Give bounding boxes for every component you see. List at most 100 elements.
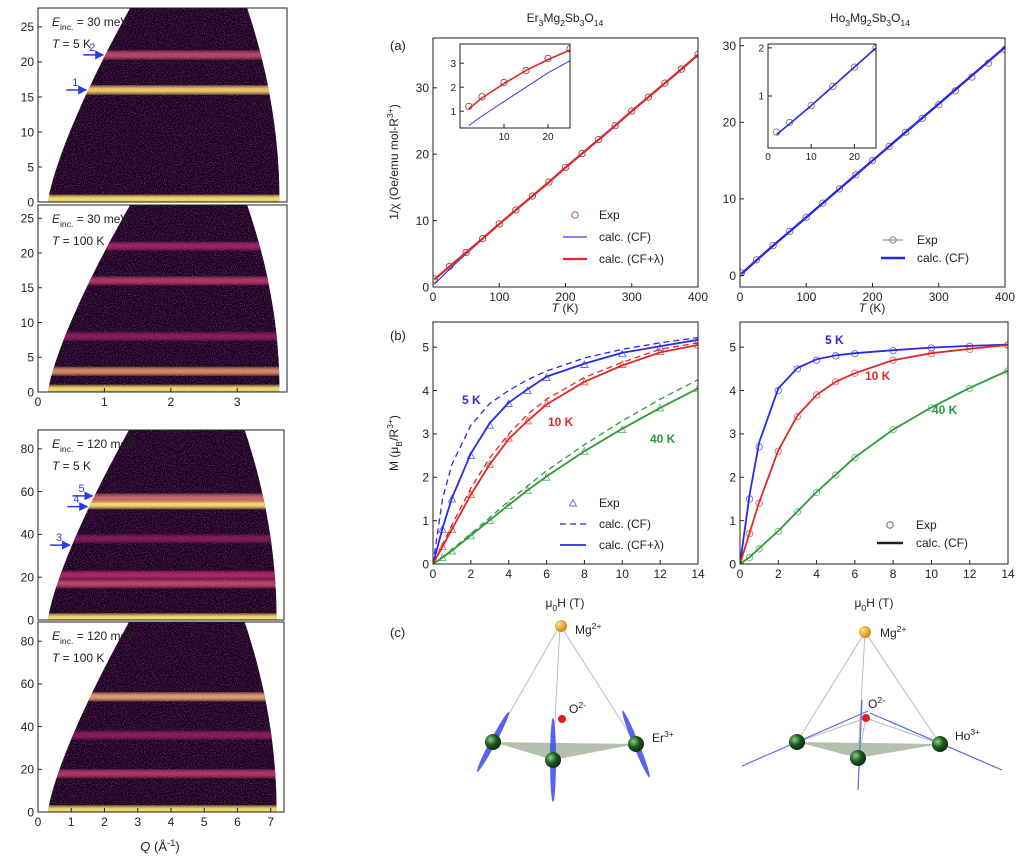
- x-tick-label: 2: [775, 567, 782, 581]
- plot-frame: [459, 43, 571, 129]
- text-part: M (: [387, 454, 401, 471]
- panel-title: Einc. = 30 meV: [52, 15, 128, 32]
- center-label: O2-: [868, 695, 885, 711]
- x-tick-label: 14: [691, 567, 705, 581]
- y-tick-label: 1: [758, 92, 764, 103]
- text-part: T: [52, 459, 61, 473]
- y-tick-label: 1: [729, 514, 736, 528]
- text-part: inc.: [60, 22, 73, 32]
- x-tick-label: 2: [101, 815, 108, 829]
- data-point: [466, 490, 476, 499]
- text-part: 2-: [877, 695, 885, 705]
- text-part: 3+: [385, 419, 395, 429]
- o-ion: [558, 715, 566, 723]
- mg-ion: [859, 626, 871, 638]
- y-axis-label: M (μB/R3+): [385, 415, 404, 471]
- x-tick-label: 2: [167, 395, 174, 409]
- bond: [796, 717, 867, 743]
- x-tick-label: 100: [796, 290, 816, 304]
- text-part: Mg: [880, 626, 897, 640]
- data-point: [462, 248, 470, 257]
- legend-label: Exp: [917, 233, 938, 247]
- intensity-band: [47, 494, 277, 502]
- y-tick-label: 0: [422, 557, 429, 571]
- data-point: [901, 128, 910, 136]
- x-tick-label: 14: [1001, 567, 1015, 581]
- data-point: [578, 149, 586, 158]
- y-tick-label: 0: [729, 557, 736, 571]
- data-point: [479, 234, 487, 243]
- data-point: [740, 269, 745, 277]
- column-title: Er3Mg2Sb3O14: [527, 11, 604, 28]
- column-title: Ho3Mg2Sb3O14: [830, 11, 910, 28]
- x-axis-label: T (K): [859, 301, 886, 315]
- panel-subtitle: T = 100 K: [52, 234, 104, 248]
- bond: [796, 631, 866, 743]
- ion-label: Er3+: [652, 729, 674, 745]
- y-tick-label: 20: [21, 55, 35, 69]
- y-tick-label: 10: [416, 214, 430, 228]
- y-tick-label: 20: [21, 571, 35, 585]
- data-line: [433, 338, 698, 564]
- text-part: μ: [854, 596, 861, 610]
- plot-frame: [739, 321, 1009, 565]
- y-tick-label: 1: [450, 107, 456, 118]
- data-line: [433, 53, 698, 281]
- intensity-band: [47, 692, 277, 701]
- text-part: O: [891, 11, 900, 25]
- y-tick-label: 30: [416, 81, 430, 95]
- data-point: [512, 206, 520, 214]
- data-point: [812, 391, 821, 399]
- panel-label: (a): [390, 38, 406, 53]
- y-tick-label: 4: [422, 384, 429, 398]
- y-tick-label: 0: [729, 269, 736, 283]
- x-tick-label: 3: [134, 815, 141, 829]
- plot-frame: [37, 7, 288, 203]
- legend-label: Exp: [599, 208, 620, 222]
- y-tick-label: 40: [21, 528, 35, 542]
- y-tick-label: 2: [758, 43, 764, 54]
- x-tick-label: 7: [267, 815, 274, 829]
- text-part: ): [175, 839, 179, 854]
- legend-label: Exp: [916, 518, 937, 532]
- y-tick-label: 5: [27, 351, 34, 365]
- text-part: (Å: [150, 839, 167, 854]
- x-tick-label: 0: [430, 290, 437, 304]
- text-part: 0: [861, 603, 866, 613]
- y-tick-label: 5: [422, 340, 429, 354]
- x-tick-label: 10: [925, 567, 939, 581]
- text-part: Mg: [850, 11, 867, 25]
- text-part: B: [394, 441, 404, 447]
- data-line: [433, 344, 698, 564]
- text-part: 3: [845, 18, 850, 28]
- text-part: 3: [886, 18, 891, 28]
- x-tick-label: 0: [737, 290, 744, 304]
- intensity-band: [48, 385, 280, 392]
- data-point: [819, 199, 827, 207]
- data-point: [485, 459, 495, 468]
- data-point: [852, 171, 860, 179]
- data-line: [433, 342, 698, 564]
- x-tick-label: 10: [498, 132, 510, 143]
- text-part: inc.: [60, 636, 73, 646]
- bond: [559, 624, 637, 745]
- apex-label: Mg2+: [880, 624, 907, 640]
- data-point: [793, 508, 802, 516]
- series-label: 5 K: [462, 393, 481, 407]
- y-tick-label: 30: [723, 39, 737, 53]
- text-part: Ho: [955, 729, 971, 743]
- y-tick-label: 20: [21, 763, 35, 777]
- data-line: [433, 336, 698, 564]
- x-tick-label: 300: [622, 290, 642, 304]
- text-part: E: [52, 437, 61, 451]
- panel-title: Einc. = 120 meV: [52, 629, 135, 646]
- y-axis-label: 1/χ (Oe/emu mol-R3+): [385, 104, 401, 220]
- text-part: 1/χ (Oe/emu mol-R: [387, 118, 401, 220]
- text-part: 3+: [970, 727, 980, 737]
- x-tick-label: 0: [35, 815, 42, 829]
- text-part: = 5 K: [59, 37, 91, 51]
- data-point: [835, 185, 844, 193]
- x-tick-label: 8: [890, 567, 897, 581]
- x-tick-label: 4: [168, 815, 175, 829]
- y-tick-label: 2: [450, 83, 456, 94]
